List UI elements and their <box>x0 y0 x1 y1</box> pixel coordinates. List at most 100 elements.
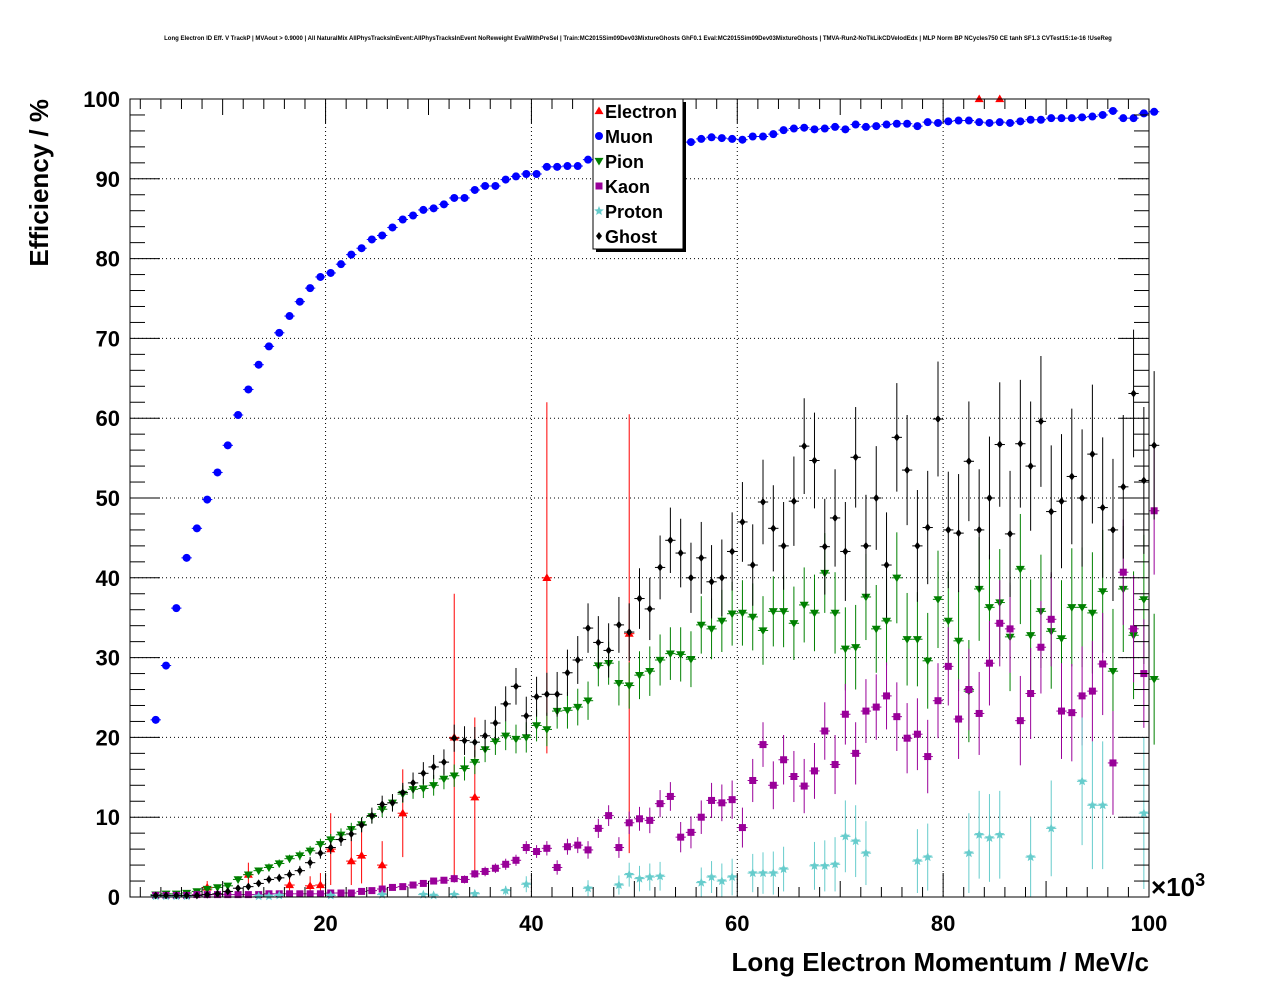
muon-point <box>1067 114 1076 123</box>
pion-point <box>460 765 470 774</box>
muon-point <box>759 132 768 141</box>
kaon-point <box>306 890 314 898</box>
ghost-point <box>338 835 345 844</box>
proton-point <box>758 868 768 878</box>
kaon-point <box>399 883 407 891</box>
proton-point <box>727 872 737 882</box>
ghost-point <box>492 719 499 728</box>
muon-point <box>923 118 932 127</box>
proton-point <box>1087 800 1098 810</box>
ghost-point <box>420 769 427 778</box>
muon-point <box>1139 109 1148 118</box>
kaon-point <box>1058 707 1066 715</box>
kaon-point <box>1016 717 1024 725</box>
pion-point <box>851 644 861 652</box>
muon-point <box>800 123 809 132</box>
pion-point <box>511 735 521 744</box>
proton-point <box>706 872 717 882</box>
kaon-point <box>841 710 849 718</box>
kaon-point <box>708 796 716 804</box>
ghost-point <box>780 541 787 550</box>
proton-point <box>748 868 758 878</box>
kaon-point <box>769 781 777 789</box>
muon-point <box>398 215 407 224</box>
pion-point <box>748 613 758 622</box>
muon-point <box>584 155 593 164</box>
muon-point <box>1088 112 1097 121</box>
muon-point <box>964 116 973 125</box>
y-axis-label: Efficiency / % <box>24 99 54 267</box>
proton-point <box>922 852 933 862</box>
y-tick-label: 70 <box>96 326 120 351</box>
muon-point <box>409 211 418 220</box>
pion-point <box>501 732 511 741</box>
kaon-point <box>893 713 901 721</box>
muon-point <box>738 135 747 144</box>
muon-point <box>429 204 438 213</box>
muon-point <box>285 312 294 321</box>
kaon-point <box>903 734 911 742</box>
pion-point <box>1026 632 1036 640</box>
ghost-point <box>255 879 262 888</box>
muon-point <box>347 250 356 259</box>
electron-point <box>357 851 367 859</box>
pion-point <box>943 617 953 626</box>
kaon-point <box>1099 660 1107 668</box>
kaon-point <box>831 761 839 769</box>
proton-point <box>1077 776 1087 786</box>
muon-point <box>944 117 953 126</box>
kaon-point <box>738 824 746 832</box>
ghost-point <box>358 821 365 830</box>
kaon-point <box>615 844 623 852</box>
muon-point <box>1016 117 1025 126</box>
kaon-point <box>594 824 602 832</box>
pion-point <box>758 627 768 635</box>
ghost-point <box>934 414 941 423</box>
muon-point <box>1057 114 1066 123</box>
muon-point <box>717 134 726 143</box>
proton-point <box>912 856 923 866</box>
pion-point <box>223 882 233 891</box>
pion-point <box>285 855 295 864</box>
muon-point <box>748 132 757 141</box>
proton-point <box>418 889 429 899</box>
pion-point <box>573 703 583 712</box>
ghost-point <box>636 594 643 603</box>
muon-point <box>419 205 428 214</box>
proton-point <box>521 879 531 889</box>
kaon-point <box>378 885 386 893</box>
x-tick-label: 40 <box>519 911 543 936</box>
pion-point <box>665 650 675 659</box>
proton-point <box>984 832 995 842</box>
legend-proton-marker <box>594 206 604 215</box>
axis-ticks <box>130 98 1150 898</box>
muon-point <box>975 118 984 127</box>
pion-point <box>1139 596 1149 604</box>
muon-point <box>326 268 335 277</box>
ghost-point <box>615 620 622 629</box>
ghost-point <box>965 457 972 466</box>
legend-kaon-label: Kaon <box>605 177 650 197</box>
muon-point <box>995 118 1004 127</box>
muon-point <box>1047 114 1056 123</box>
ghost-point <box>1017 439 1024 448</box>
ghost-point <box>955 529 962 538</box>
legend-kaon-marker <box>595 182 603 190</box>
ghost-point <box>842 547 849 556</box>
kaon-point <box>1068 709 1076 717</box>
pion-point <box>233 876 243 884</box>
kaon-point <box>985 659 993 667</box>
pion-point <box>1067 604 1077 612</box>
muon-point <box>223 441 232 450</box>
ghost-point <box>348 829 355 838</box>
kaon-point <box>1027 690 1035 698</box>
ghost-point <box>471 738 478 747</box>
pion-point <box>840 645 850 654</box>
kaon-point <box>852 749 860 757</box>
pion-point <box>439 775 449 784</box>
kaon-point <box>697 813 705 821</box>
kaon-point <box>502 860 510 868</box>
proton-point <box>264 891 274 901</box>
muon-point <box>192 524 201 533</box>
muon-point <box>707 133 716 142</box>
